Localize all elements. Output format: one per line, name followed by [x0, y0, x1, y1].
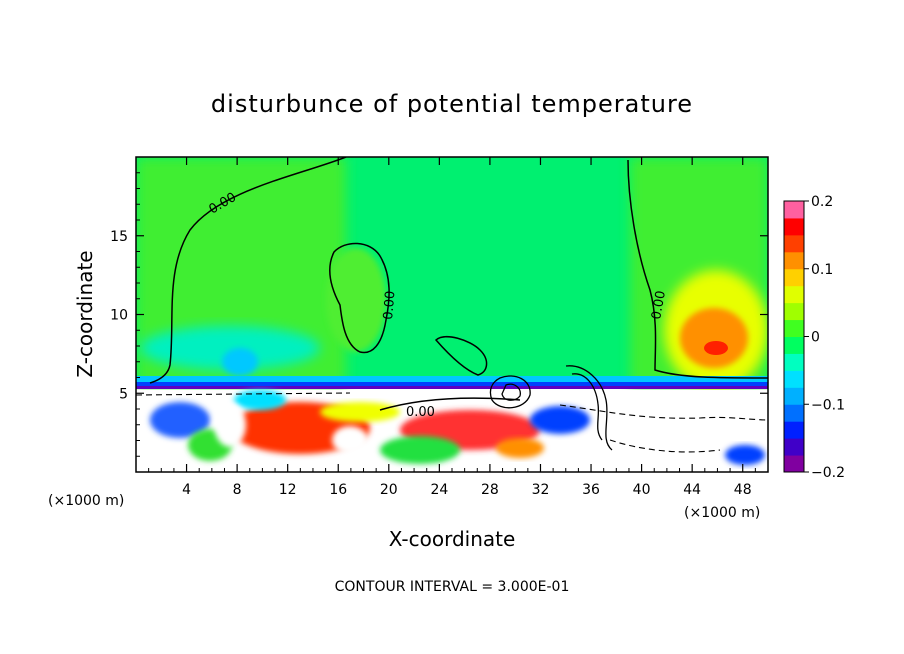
contour-cluster-2: [565, 365, 613, 451]
x-tick-label: 24: [430, 482, 448, 498]
contour-low-layer: [379, 397, 521, 411]
y-tick-label: 15: [110, 229, 128, 245]
contour-interval-note: CONTOUR INTERVAL = 3.000E-01: [335, 579, 570, 595]
x-tick-label: 16: [329, 482, 347, 498]
contour-plume: [434, 336, 488, 376]
contour-zero-right: [627, 159, 768, 379]
y-axis-ticks: 5 10 15: [110, 172, 768, 457]
colorbar-tick-label: 0.2: [811, 194, 833, 210]
colorbar-swatch: [784, 319, 804, 337]
contour-dashed-low-2: [609, 439, 721, 453]
x-tick-label: 44: [683, 482, 701, 498]
green-eddy: [380, 436, 460, 464]
x-tick-label: 28: [481, 482, 499, 498]
x-tick-label: 4: [182, 482, 191, 498]
warm-anomaly-orange: [680, 308, 748, 368]
colorbar-swatch: [784, 217, 804, 236]
x-tick-label: 12: [279, 482, 297, 498]
colorbar-swatch: [784, 234, 804, 253]
white-eddy: [214, 403, 246, 447]
contour-label: 0.00: [381, 290, 398, 320]
contour-cluster-1: [489, 375, 531, 409]
colorbar-ticks: 0.2 0.1 0 −0.1 −0.2: [804, 194, 845, 481]
interface-blue: [136, 382, 768, 386]
chart-title: disturbunce of potential temperature: [211, 90, 693, 118]
colorbar-swatch: [784, 404, 804, 422]
blue-eddy-3: [725, 445, 765, 465]
contour-zero-left: [149, 157, 347, 384]
blue-eddy-2: [530, 406, 590, 434]
interface-purple: [136, 386, 768, 389]
y-tick-label: 10: [110, 308, 128, 324]
contour-label: 0.00: [649, 290, 669, 321]
colorbar-swatch: [784, 201, 804, 219]
colorbar-tick-label: −0.2: [811, 465, 845, 481]
colorbar-swatch: [784, 302, 804, 321]
blue-eddy: [150, 402, 210, 438]
colorbar-swatch: [784, 455, 804, 473]
colorbar-swatch: [784, 421, 804, 439]
colorbar-tick-label: 0: [811, 330, 820, 346]
contour-zero-patch: [329, 242, 390, 354]
colorbar-swatch: [784, 268, 804, 287]
colorbar-swatch: [784, 438, 804, 456]
colorbar-swatch: [784, 353, 804, 371]
contour-dashed-low: [136, 392, 768, 421]
x-unit-left: (×1000 m): [48, 493, 124, 509]
x-tick-label: 36: [582, 482, 600, 498]
x-tick-label: 8: [233, 482, 242, 498]
yellow-eddy: [320, 402, 400, 422]
warm-anomaly-core: [704, 341, 728, 355]
low-cyan-band: [140, 326, 320, 370]
x-tick-label: 20: [380, 482, 398, 498]
y-tick-label: 5: [119, 386, 128, 402]
colorbar-swatch: [784, 336, 804, 354]
colorbar-tick-label: −0.1: [811, 397, 845, 413]
plot-field: [136, 157, 768, 472]
x-axis-ticks: 4 8 12 16 20 24 28 32 36 40 44 48: [148, 157, 756, 498]
cyan-eddy: [234, 390, 286, 410]
x-tick-label: 48: [734, 482, 752, 498]
colorbar: [784, 201, 804, 473]
white-eddy-2: [332, 426, 368, 454]
x-axis-label: X-coordinate: [389, 527, 516, 551]
interface-cyan: [136, 376, 768, 382]
y-axis-label: Z-coordinate: [73, 250, 97, 377]
colorbar-tick-label: 0.1: [811, 262, 833, 278]
x-tick-label: 40: [633, 482, 651, 498]
colorbar-swatch: [784, 285, 804, 304]
cyan-blob: [222, 348, 258, 376]
orange-eddy: [496, 438, 544, 458]
colorbar-swatch: [784, 387, 804, 405]
colorbar-swatch: [784, 251, 804, 270]
x-tick-label: 32: [532, 482, 550, 498]
x-unit-right: (×1000 m): [684, 505, 760, 521]
contour-label: 0.00: [406, 405, 435, 420]
green-patch: [326, 248, 386, 352]
colorbar-swatch: [784, 370, 804, 388]
